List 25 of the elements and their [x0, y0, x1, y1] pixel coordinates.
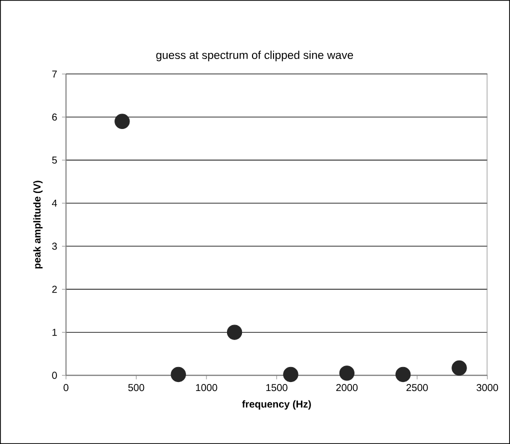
point: [339, 366, 354, 381]
y-tick-label: 1: [52, 328, 57, 336]
y-tick-label: 7: [52, 70, 57, 78]
point: [283, 366, 298, 382]
y-tick-label: 0: [52, 372, 57, 379]
point: [114, 114, 130, 129]
x-axis-title: frequency (Hz): [242, 400, 311, 410]
x-tick-label: 2500: [406, 384, 428, 392]
x-tick-label: 3000: [476, 384, 498, 392]
x-tick-label: 1500: [266, 384, 288, 392]
point: [170, 366, 186, 382]
y-tick-label: 3: [52, 242, 57, 250]
x-tick-label: 1000: [196, 384, 218, 392]
x-tick-label: 0: [64, 384, 68, 392]
x-tick-label: 2000: [336, 384, 358, 392]
y-axis-title: peak amplitude (V): [33, 180, 43, 268]
point: [452, 360, 467, 376]
y-tick-label: 5: [52, 156, 57, 164]
y-tick-label: 2: [52, 286, 57, 293]
x-tick-label: 500: [128, 384, 144, 392]
point: [226, 324, 242, 340]
y-tick-label: 6: [52, 114, 57, 121]
y-tick-label: 4: [52, 200, 57, 207]
point: [395, 366, 411, 382]
chart-title: guess at spectrum of clipped sine wave: [156, 50, 354, 62]
